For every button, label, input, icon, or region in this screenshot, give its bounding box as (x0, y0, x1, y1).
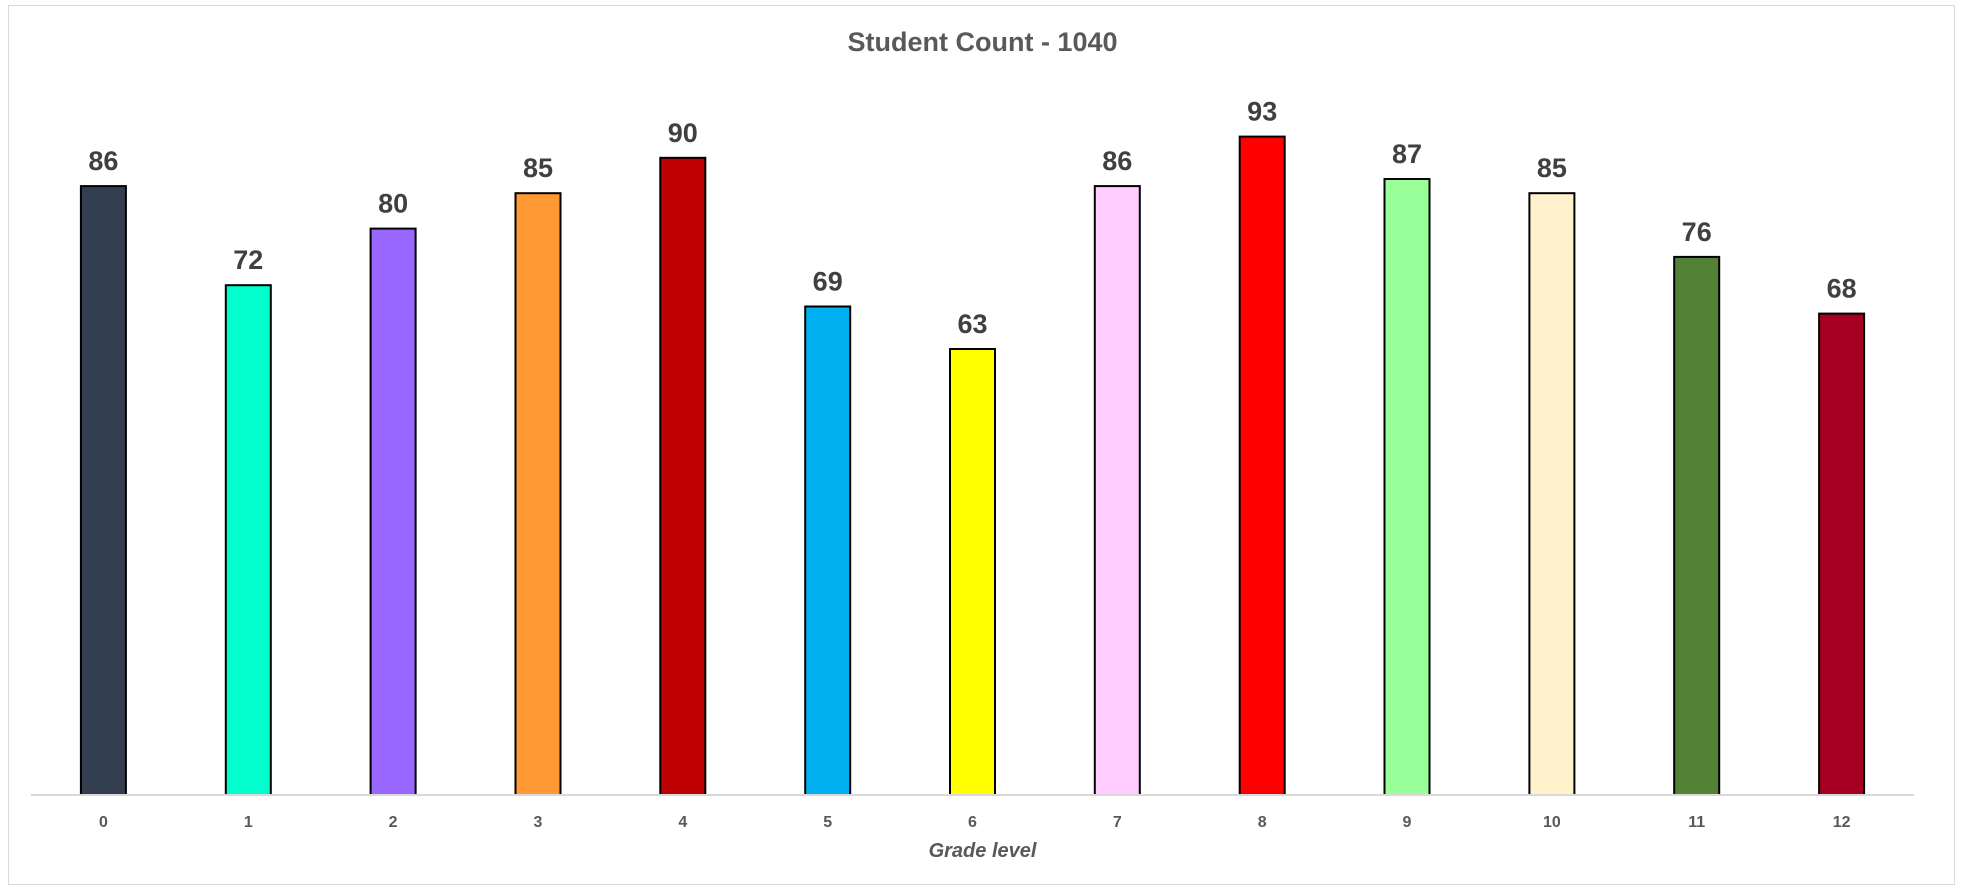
data-label-grade-5: 69 (813, 267, 843, 297)
bar-grade-5 (804, 305, 852, 796)
chart-frame: Student Count - 1040 86 72 80 85 90 69 63 86 93 8… (8, 5, 1955, 885)
bar-grade-2 (369, 227, 417, 797)
bar-grade-8 (1238, 135, 1286, 797)
x-tick-label-11: 11 (1688, 814, 1705, 831)
chart-title: Student Count - 1040 (847, 27, 1117, 57)
data-label-grade-12: 68 (1827, 274, 1857, 304)
bar-grade-9 (1383, 178, 1431, 796)
x-tick-label-2: 2 (389, 814, 398, 831)
data-label-grade-8: 93 (1247, 97, 1277, 127)
data-label-grade-6: 63 (957, 309, 987, 339)
x-tick-label-1: 1 (244, 814, 253, 831)
x-tick-label-7: 7 (1113, 814, 1122, 831)
data-label-grade-9: 87 (1392, 139, 1422, 169)
x-tick-label-9: 9 (1403, 814, 1412, 831)
x-tick-label-10: 10 (1543, 814, 1561, 831)
x-tick-label-12: 12 (1833, 814, 1851, 831)
x-tick-label-8: 8 (1258, 814, 1267, 831)
bar-grade-10 (1528, 192, 1576, 796)
data-label-grade-11: 76 (1682, 217, 1712, 247)
x-axis-title: Grade level (929, 840, 1037, 862)
bar-grade-4 (659, 156, 707, 797)
data-label-grade-0: 86 (88, 146, 118, 176)
bar-grade-3 (514, 192, 562, 796)
bar-grade-7 (1093, 185, 1141, 797)
data-label-grade-1: 72 (233, 245, 263, 275)
bar-grade-12 (1818, 312, 1866, 796)
x-tick-label-5: 5 (823, 814, 832, 831)
bar-grade-11 (1673, 255, 1721, 796)
bar-chart: Student Count - 1040 8672808590696386938… (31, 27, 1914, 862)
data-label-grade-3: 85 (523, 153, 553, 183)
data-label-grade-7: 86 (1102, 146, 1132, 176)
x-tick-label-0: 0 (99, 814, 108, 831)
data-labels-layer: 86 72 80 85 90 69 63 86 93 87 85 76 68 (88, 97, 1856, 339)
x-tick-label-3: 3 (534, 814, 543, 831)
bar-grade-6 (949, 348, 996, 796)
data-label-grade-2: 80 (378, 189, 408, 219)
data-label-grade-10: 85 (1537, 153, 1567, 183)
bar-grade-0 (79, 185, 127, 797)
bar-grade-1 (224, 284, 272, 796)
data-label-grade-4: 90 (668, 118, 698, 148)
x-tick-labels-layer: 0 1 2 3 4 5 6 7 8 9 10 11 12 (99, 814, 1851, 831)
x-tick-label-4: 4 (678, 814, 687, 831)
bars-layer (79, 135, 1866, 797)
x-tick-label-6: 6 (968, 814, 977, 831)
